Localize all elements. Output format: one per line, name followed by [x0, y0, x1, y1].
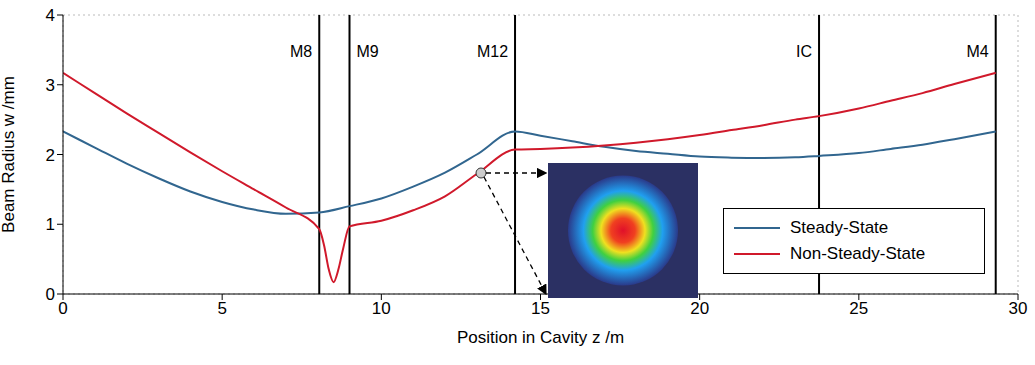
svg-text:2: 2 [46, 146, 55, 165]
html-text:Non-Steady-State: Non-Steady-State [790, 244, 926, 263]
svg-text:M12: M12 [477, 43, 508, 60]
svg-text:3: 3 [46, 76, 55, 95]
html-text:Steady-State: Steady-State [790, 218, 889, 237]
svg-text:20: 20 [690, 299, 709, 318]
svg-text:1: 1 [46, 215, 55, 234]
svg-text:15: 15 [531, 299, 550, 318]
svg-text:4: 4 [46, 6, 55, 25]
svg-text:0: 0 [58, 299, 67, 318]
svg-text:M9: M9 [357, 43, 379, 60]
svg-text:25: 25 [849, 299, 868, 318]
svg-text:Beam Radius w /mm: Beam Radius w /mm [0, 76, 18, 233]
svg-text:5: 5 [217, 299, 226, 318]
svg-text:30: 30 [1009, 299, 1028, 318]
svg-text:0: 0 [46, 285, 55, 304]
svg-text:IC: IC [796, 43, 812, 60]
svg-text:10: 10 [372, 299, 391, 318]
svg-text:M4: M4 [966, 43, 988, 60]
svg-text:M8: M8 [290, 43, 312, 60]
svg-text:Position in Cavity z /m: Position in Cavity z /m [457, 328, 624, 347]
